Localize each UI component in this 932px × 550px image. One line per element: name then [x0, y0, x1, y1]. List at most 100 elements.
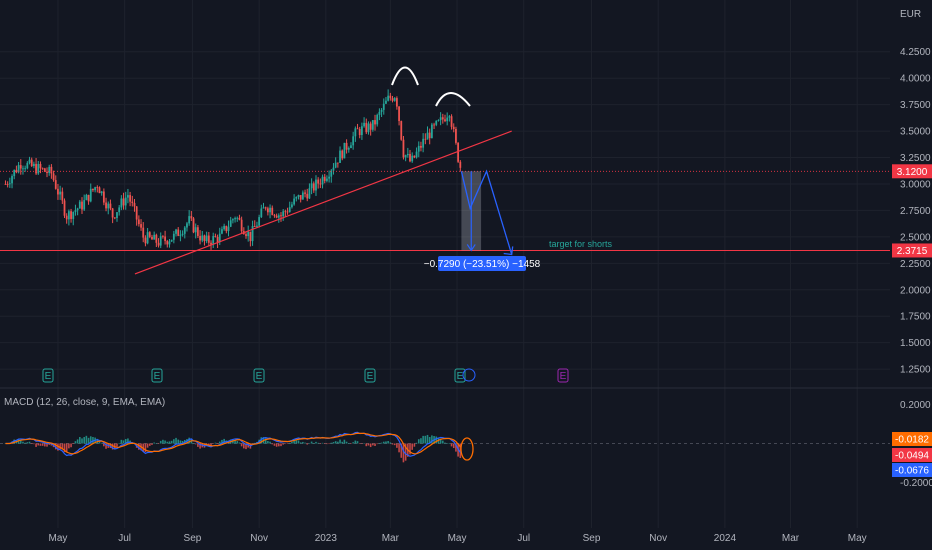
macd-highlight [460, 437, 474, 461]
macd-histogram-bar [413, 443, 416, 447]
time-tick-label: May [448, 533, 467, 544]
macd-histogram-bar [33, 443, 35, 445]
macd-histogram-bar [267, 441, 269, 444]
time-tick-label: Jul [517, 533, 530, 544]
candle-body [63, 200, 66, 216]
head-arc[interactable] [391, 66, 419, 86]
candle-body [225, 225, 228, 232]
macd-histogram-bar [328, 443, 330, 445]
candle-body [35, 163, 37, 174]
candle-body [369, 123, 372, 130]
candle-body [19, 165, 22, 169]
macd-histogram-bar [19, 440, 22, 444]
macd-value-text: -0.0182 [895, 435, 929, 446]
macd-histogram-bar [288, 442, 291, 444]
macd-histogram-bar [431, 435, 433, 444]
candle-body [382, 103, 385, 110]
candle-body [262, 207, 265, 209]
macd-histogram-bar [391, 443, 394, 445]
macd-histogram-bar [37, 443, 40, 446]
candle-body [446, 117, 449, 122]
macd-histogram-bar [70, 443, 72, 448]
candle-body [253, 226, 256, 227]
price-tick-label: 3.0000 [900, 179, 931, 190]
candle-body [207, 235, 210, 243]
candle-body [190, 216, 193, 219]
shoulder-arc[interactable] [435, 92, 471, 107]
earnings-event-marker[interactable]: E [253, 368, 265, 383]
candle-body [94, 187, 97, 191]
candle-body [116, 212, 118, 218]
candle-body [323, 176, 326, 181]
projection-path[interactable] [460, 169, 513, 255]
candle-body [301, 192, 304, 200]
macd-histogram-bar [238, 442, 241, 444]
macd-histogram-bar [365, 443, 368, 447]
dividend-event-marker[interactable] [462, 368, 476, 382]
candle-body [210, 242, 212, 245]
macd-histogram-bar [61, 443, 64, 450]
candle-body [39, 163, 42, 169]
candle-body [448, 116, 451, 118]
candle-body [122, 198, 125, 206]
macd-histogram-bar [347, 443, 350, 444]
macd-histogram-bar [446, 443, 448, 444]
macd-tick-label: 0.2000 [900, 400, 931, 411]
candle-body [417, 145, 420, 152]
earnings-event-marker[interactable]: E [42, 368, 54, 383]
candle-body [201, 235, 204, 241]
candle-body [203, 235, 206, 242]
candle-body [280, 215, 282, 217]
macd-histogram-bar [411, 443, 413, 450]
price-axis[interactable]: 1.2500 1.5000 1.7500 2.0000 2.2500 2.5000 2.75… [900, 47, 931, 375]
earnings-event-marker[interactable]: E [557, 368, 569, 383]
macd-histogram-bar [400, 443, 403, 458]
time-tick-label: Mar [382, 533, 400, 544]
target-for-shorts-text: target for shorts [549, 239, 613, 249]
macd-histogram-bar [81, 438, 83, 444]
candle-body [168, 241, 171, 245]
macd-histogram-bar [404, 443, 407, 461]
candle-body [196, 227, 199, 236]
earnings-event-marker[interactable]: E [454, 368, 466, 383]
time-axis[interactable]: May Jul Sep Nov 2023 Mar May Jul Sep Nov 2024 Mar Ma… [48, 533, 866, 544]
candle-body [266, 208, 269, 213]
macd-histogram-bar [122, 440, 125, 444]
candle-body [175, 229, 177, 234]
macd-histogram-bar [168, 441, 171, 444]
candle-body [336, 162, 339, 164]
time-tick-label: 2023 [315, 533, 338, 544]
time-tick-label: Nov [649, 533, 667, 544]
macd-histogram-bar [199, 443, 201, 449]
candle-body [365, 122, 368, 133]
price-tick-label: 1.5000 [900, 338, 931, 349]
macd-histogram-bar [330, 442, 333, 444]
earnings-event-marker[interactable]: E [151, 368, 163, 383]
candle-body [148, 232, 151, 237]
macd-histogram-bar [234, 440, 236, 444]
candle-body [306, 193, 309, 199]
macd-axis[interactable]: 0.2000 -0.2000 [900, 400, 932, 489]
candle-body [98, 187, 101, 194]
candle-body [354, 128, 357, 137]
macd-value-tag: -0.0182 [892, 432, 932, 446]
earnings-event-marker[interactable]: E [364, 368, 376, 383]
candle-body [286, 211, 289, 213]
candle-body [72, 211, 75, 219]
candle-body [234, 218, 236, 220]
candle-body [452, 126, 455, 130]
candle-body [179, 234, 182, 236]
candle-body [107, 203, 110, 209]
candle-body [212, 236, 215, 245]
macd-histogram-bar [345, 441, 348, 444]
macd-value-tag: -0.0494 [892, 448, 932, 462]
candle-body [105, 202, 107, 209]
candle-body [194, 227, 197, 233]
macd-histogram-bar [398, 443, 400, 453]
macd-histogram-bar [308, 442, 311, 444]
candle-body [96, 187, 99, 188]
candle-body [284, 211, 287, 213]
macd-histogram-bar [48, 443, 51, 445]
macd-histogram-bar [420, 438, 422, 444]
macd-histogram-bar [24, 442, 26, 444]
